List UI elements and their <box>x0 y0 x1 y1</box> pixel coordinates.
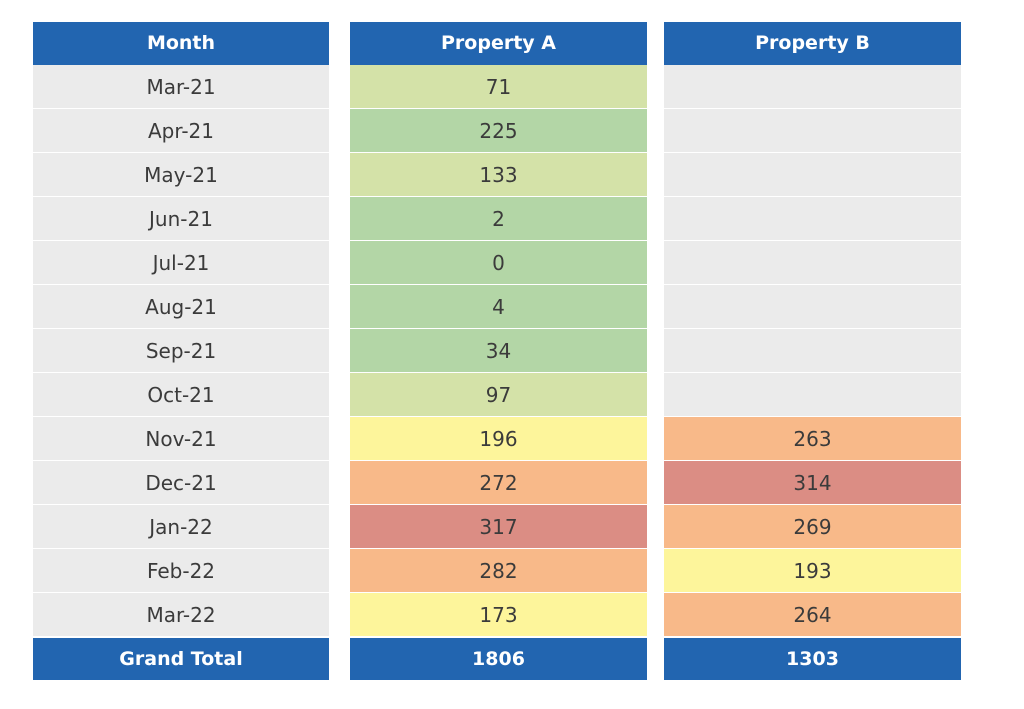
property-b-cell <box>664 241 961 285</box>
month-cell: Jan-22 <box>33 505 329 549</box>
month-column: Month Mar-21 Apr-21 May-21 Jun-21 Jul-21 Aug-… <box>33 22 329 680</box>
property-a-cell: 0 <box>350 241 647 285</box>
property-a-cell: 71 <box>350 65 647 109</box>
month-cell: Jul-21 <box>33 241 329 285</box>
property-a-cell: 196 <box>350 417 647 461</box>
header-property-b: Property B <box>664 22 961 65</box>
property-b-cell: 193 <box>664 549 961 593</box>
property-a-cell: 282 <box>350 549 647 593</box>
property-a-cell: 272 <box>350 461 647 505</box>
month-cell: May-21 <box>33 153 329 197</box>
month-cell: Feb-22 <box>33 549 329 593</box>
month-cell: Mar-21 <box>33 65 329 109</box>
grand-total-label: Grand Total <box>33 638 329 680</box>
property-a-cell: 173 <box>350 593 647 637</box>
property-b-cell <box>664 65 961 109</box>
property-b-cell <box>664 153 961 197</box>
month-cell: Sep-21 <box>33 329 329 373</box>
property-a-cell: 317 <box>350 505 647 549</box>
property-b-cell: 269 <box>664 505 961 549</box>
property-b-cell <box>664 109 961 153</box>
property-b-cell <box>664 197 961 241</box>
property-b-cell: 264 <box>664 593 961 637</box>
property-b-cell <box>664 329 961 373</box>
property-b-column: Property B 263 314 269 193 264 1303 <box>664 22 961 680</box>
month-cell: Mar-22 <box>33 593 329 637</box>
month-cell: Dec-21 <box>33 461 329 505</box>
month-cell: Oct-21 <box>33 373 329 417</box>
grand-total-property-b: 1303 <box>664 638 961 680</box>
grand-total-property-a: 1806 <box>350 638 647 680</box>
month-cell: Aug-21 <box>33 285 329 329</box>
property-a-cells: 71 225 133 2 0 4 34 97 196 272 317 282 173 <box>350 65 647 637</box>
property-a-cell: 2 <box>350 197 647 241</box>
property-b-cell <box>664 285 961 329</box>
property-a-cell: 34 <box>350 329 647 373</box>
header-month: Month <box>33 22 329 65</box>
property-a-cell: 4 <box>350 285 647 329</box>
property-b-cell: 263 <box>664 417 961 461</box>
property-a-cell: 133 <box>350 153 647 197</box>
property-b-cell <box>664 373 961 417</box>
property-b-cells: 263 314 269 193 264 <box>664 65 961 637</box>
month-cells: Mar-21 Apr-21 May-21 Jun-21 Jul-21 Aug-21 Sep-… <box>33 65 329 637</box>
property-a-cell: 97 <box>350 373 647 417</box>
property-a-cell: 225 <box>350 109 647 153</box>
month-cell: Nov-21 <box>33 417 329 461</box>
property-b-cell: 314 <box>664 461 961 505</box>
month-cell: Apr-21 <box>33 109 329 153</box>
property-a-column: Property A 71 225 133 2 0 4 34 97 196 272 317 282 17… <box>350 22 647 680</box>
month-cell: Jun-21 <box>33 197 329 241</box>
header-property-a: Property A <box>350 22 647 65</box>
